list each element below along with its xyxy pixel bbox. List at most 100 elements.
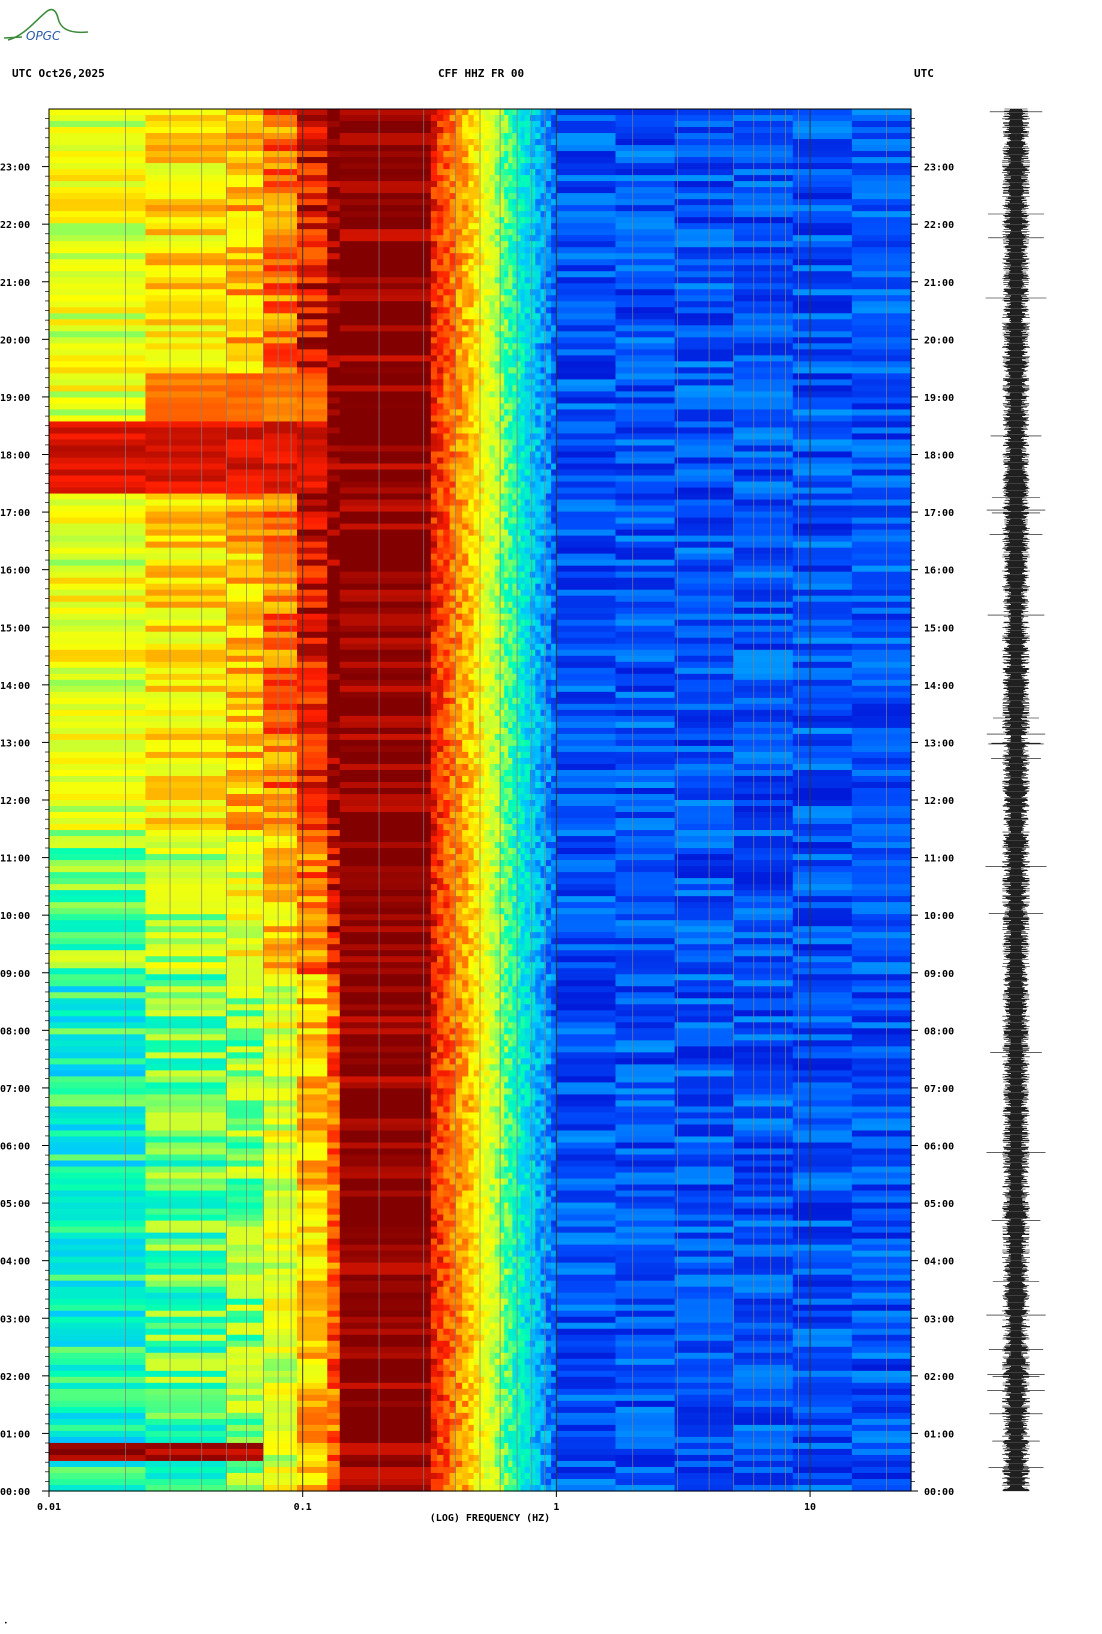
heatmap-cell — [540, 307, 547, 314]
heatmap-cell — [512, 373, 518, 380]
heatmap-cell — [512, 493, 518, 501]
heatmap-cell — [462, 619, 469, 627]
heatmap-cell — [529, 673, 536, 681]
heatmap-cell — [615, 211, 676, 218]
heatmap-cell — [500, 733, 505, 741]
heatmap-cell — [263, 595, 298, 603]
heatmap-cell — [455, 451, 463, 459]
heatmap-cell — [516, 445, 522, 453]
heatmap-cell — [226, 757, 264, 765]
heatmap-cell — [49, 806, 147, 813]
heatmap-cell — [551, 583, 557, 591]
heatmap-cell — [489, 751, 496, 759]
heatmap-cell — [516, 421, 522, 429]
heatmap-cell — [468, 535, 475, 543]
heatmap-cell — [733, 709, 794, 717]
heatmap-cell — [437, 763, 444, 771]
heatmap-cell — [524, 127, 531, 134]
heatmap-cell — [226, 739, 264, 747]
heatmap-cell — [462, 673, 469, 681]
heatmap-cell — [437, 469, 444, 477]
heatmap-cell — [494, 589, 501, 597]
heatmap-cell — [508, 307, 513, 314]
heatmap-cell — [524, 505, 531, 513]
heatmap-cell — [792, 896, 853, 903]
heatmap-cell — [297, 553, 328, 561]
heatmap-cell — [468, 824, 475, 831]
heatmap-cell — [508, 577, 513, 585]
heatmap-cell — [489, 181, 496, 188]
heatmap-cell — [494, 343, 501, 350]
heatmap-cell — [535, 691, 542, 699]
heatmap-cell — [297, 721, 328, 729]
heatmap-cell — [455, 505, 463, 513]
heatmap-cell — [263, 361, 298, 368]
heatmap-cell — [615, 379, 676, 386]
heatmap-cell — [529, 535, 536, 543]
heatmap-cell — [484, 457, 491, 465]
heatmap-cell — [430, 535, 438, 543]
heatmap-cell — [327, 229, 341, 236]
heatmap-cell — [443, 499, 451, 507]
heatmap-cell — [449, 769, 457, 777]
heatmap-cell — [478, 325, 485, 332]
heatmap-cell — [545, 487, 552, 495]
heatmap-cell — [556, 253, 617, 260]
heatmap-cell — [437, 787, 444, 795]
heatmap-cell — [49, 295, 147, 302]
heatmap-cell — [540, 241, 547, 248]
heatmap-cell — [478, 289, 485, 296]
heatmap-cell — [327, 595, 341, 603]
heatmap-cell — [615, 115, 676, 122]
heatmap-cell — [263, 842, 298, 849]
heatmap-cell — [327, 842, 341, 849]
heatmap-cell — [263, 866, 298, 873]
heatmap-cell — [468, 331, 475, 338]
heatmap-cell — [339, 691, 432, 699]
heatmap-cell — [145, 337, 227, 344]
heatmap-cell — [733, 139, 794, 146]
heatmap-cell — [508, 866, 513, 873]
heatmap-cell — [430, 812, 438, 819]
heatmap-cell — [540, 223, 547, 230]
heatmap-cell — [500, 313, 505, 320]
heatmap-cell — [297, 145, 328, 152]
heatmap-cell — [545, 139, 552, 146]
heatmap-cell — [145, 247, 227, 254]
heatmap-cell — [520, 691, 526, 699]
heatmap-cell — [449, 295, 457, 302]
heatmap-cell — [851, 715, 912, 723]
heatmap-cell — [524, 733, 531, 741]
heatmap-cell — [535, 769, 542, 777]
heatmap-cell — [545, 715, 552, 723]
heatmap-cell — [524, 241, 531, 248]
heatmap-cell — [145, 259, 227, 266]
heatmap-cell — [500, 685, 505, 693]
heatmap-cell — [263, 505, 298, 513]
heatmap-cell — [437, 523, 444, 531]
heatmap-cell — [145, 331, 227, 338]
heatmap-cell — [49, 217, 147, 224]
heatmap-cell — [529, 589, 536, 597]
heatmap-cell — [516, 511, 522, 519]
heatmap-cell — [551, 385, 557, 393]
heatmap-cell — [455, 163, 463, 170]
heatmap-cell — [529, 577, 536, 585]
heatmap-cell — [494, 259, 501, 266]
heatmap-cell — [462, 505, 469, 513]
heatmap-cell — [484, 769, 491, 777]
heatmap-cell — [733, 769, 794, 777]
heatmap-cell — [520, 715, 526, 723]
heatmap-cell — [733, 667, 794, 675]
heatmap-cell — [615, 872, 676, 879]
heatmap-cell — [535, 763, 542, 771]
heatmap-cell — [49, 547, 147, 555]
heatmap-cell — [297, 181, 328, 188]
heatmap-cell — [49, 373, 147, 380]
heatmap-cell — [327, 397, 341, 405]
heatmap-cell — [851, 343, 912, 350]
heatmap-cell — [733, 451, 794, 459]
heatmap-cell — [455, 493, 463, 501]
heatmap-cell — [49, 571, 147, 579]
heatmap-cell — [674, 854, 735, 861]
